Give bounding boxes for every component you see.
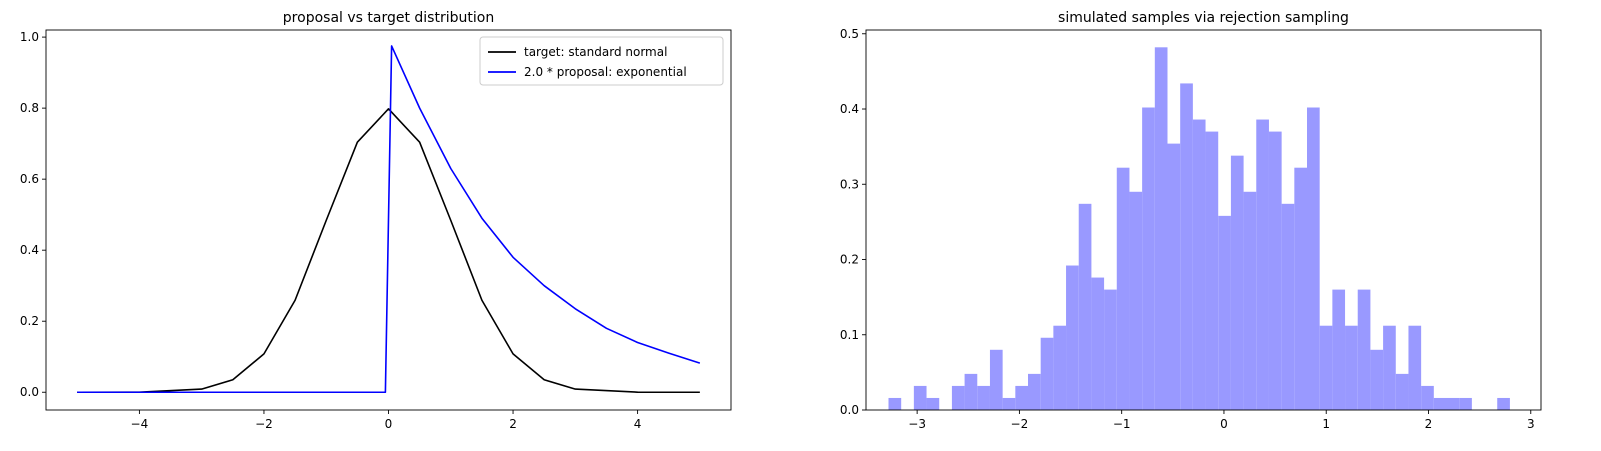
histogram-bar bbox=[1256, 119, 1269, 410]
histogram-bar bbox=[1205, 131, 1219, 410]
histogram-bar bbox=[1015, 385, 1028, 410]
histogram-bar bbox=[1129, 191, 1143, 410]
histogram-bar bbox=[1332, 289, 1346, 410]
y-tick-label: 0.0 bbox=[840, 403, 859, 417]
x-tick-label: 1 bbox=[1322, 417, 1330, 431]
histogram-bar bbox=[1053, 325, 1067, 410]
histogram-bar bbox=[888, 397, 902, 410]
y-tick-label: 1.0 bbox=[20, 30, 39, 44]
histogram-bar bbox=[1078, 203, 1092, 410]
histogram-bar bbox=[1002, 397, 1016, 410]
x-tick-label: −1 bbox=[1113, 417, 1131, 431]
x-tick-label: 4 bbox=[634, 417, 642, 431]
y-tick-label: 0.4 bbox=[20, 243, 39, 257]
histogram-bar bbox=[1345, 325, 1358, 410]
histogram-bar bbox=[964, 373, 978, 410]
histogram-bar bbox=[1167, 143, 1181, 410]
histogram-bar bbox=[1154, 47, 1168, 410]
chart-title: simulated samples via rejection sampling bbox=[1058, 10, 1349, 26]
series-line-1 bbox=[77, 45, 701, 394]
y-tick-label: 0.1 bbox=[840, 328, 859, 342]
histogram-bar bbox=[1421, 385, 1434, 410]
histogram-bar bbox=[989, 349, 1003, 410]
series-lines bbox=[77, 45, 701, 394]
histogram-bar bbox=[926, 397, 940, 410]
right-chart-rejection-samples-histogram: simulated samples via rejection sampling… bbox=[840, 10, 1542, 431]
histogram-bar bbox=[1281, 203, 1295, 410]
histogram-bar bbox=[1459, 397, 1472, 410]
x-tick-label: 3 bbox=[1527, 417, 1535, 431]
y-tick-label: 0.3 bbox=[840, 177, 859, 191]
histogram-bar bbox=[1307, 107, 1320, 411]
histogram-bar bbox=[951, 385, 965, 410]
x-tick-label: −2 bbox=[255, 417, 273, 431]
histogram-bar bbox=[1433, 397, 1447, 410]
x-tick-label: −3 bbox=[908, 417, 926, 431]
histogram-bar bbox=[1357, 289, 1371, 410]
histogram-bars bbox=[888, 47, 1510, 411]
y-tick-label: 0.2 bbox=[840, 253, 859, 267]
axes-frame bbox=[865, 29, 1542, 411]
x-tick-label: 0 bbox=[1220, 417, 1228, 431]
histogram-bar bbox=[1230, 155, 1244, 410]
histogram-bar bbox=[1040, 337, 1054, 410]
histogram-bar bbox=[1370, 349, 1384, 410]
histogram-bar bbox=[1294, 167, 1307, 410]
x-tick-label: −4 bbox=[131, 417, 149, 431]
x-tick-label: 2 bbox=[509, 417, 517, 431]
histogram-bar bbox=[1142, 107, 1155, 411]
histogram-bar bbox=[913, 385, 927, 410]
y-tick-label: 0.6 bbox=[20, 172, 39, 186]
histogram-bar bbox=[977, 385, 990, 410]
histogram-bar bbox=[1383, 325, 1396, 410]
x-tick-label: 0 bbox=[385, 417, 393, 431]
y-tick-label: 0.8 bbox=[20, 101, 39, 115]
y-tick-label: 0.5 bbox=[840, 27, 859, 41]
x-tick-label: 2 bbox=[1425, 417, 1433, 431]
histogram-bar bbox=[1446, 397, 1460, 410]
histogram-bar bbox=[1091, 277, 1105, 410]
histogram-bar bbox=[1268, 131, 1282, 410]
legend-label-0: target: standard normal bbox=[524, 45, 667, 59]
histogram-bar bbox=[1104, 289, 1117, 410]
x-tick-label: −2 bbox=[1011, 417, 1029, 431]
histogram-bar bbox=[1192, 119, 1206, 410]
histogram-bar bbox=[1066, 265, 1079, 410]
histogram-bar bbox=[1497, 397, 1510, 410]
histogram-bar bbox=[1218, 215, 1231, 410]
series-line-0 bbox=[77, 108, 700, 394]
y-tick-label: 0.4 bbox=[840, 102, 859, 116]
legend: target: standard normal 2.0 * proposal: e… bbox=[479, 36, 724, 86]
legend-box bbox=[479, 36, 724, 86]
histogram-bar bbox=[1116, 167, 1130, 410]
y-tick-label: 0.0 bbox=[20, 385, 39, 399]
legend-label-1: 2.0 * proposal: exponential bbox=[524, 65, 687, 79]
chart-title: proposal vs target distribution bbox=[283, 10, 494, 26]
histogram-bar bbox=[1180, 83, 1193, 410]
histogram-bar bbox=[1243, 191, 1257, 410]
histogram-bar bbox=[1028, 373, 1041, 410]
histogram-bar bbox=[1319, 325, 1333, 410]
histogram-bar bbox=[1408, 325, 1422, 410]
left-chart-proposal-vs-target: proposal vs target distribution −4 −2 0 2 4 0.… bbox=[20, 10, 732, 431]
histogram-bar bbox=[1395, 373, 1409, 410]
y-tick-label: 0.2 bbox=[20, 314, 39, 328]
